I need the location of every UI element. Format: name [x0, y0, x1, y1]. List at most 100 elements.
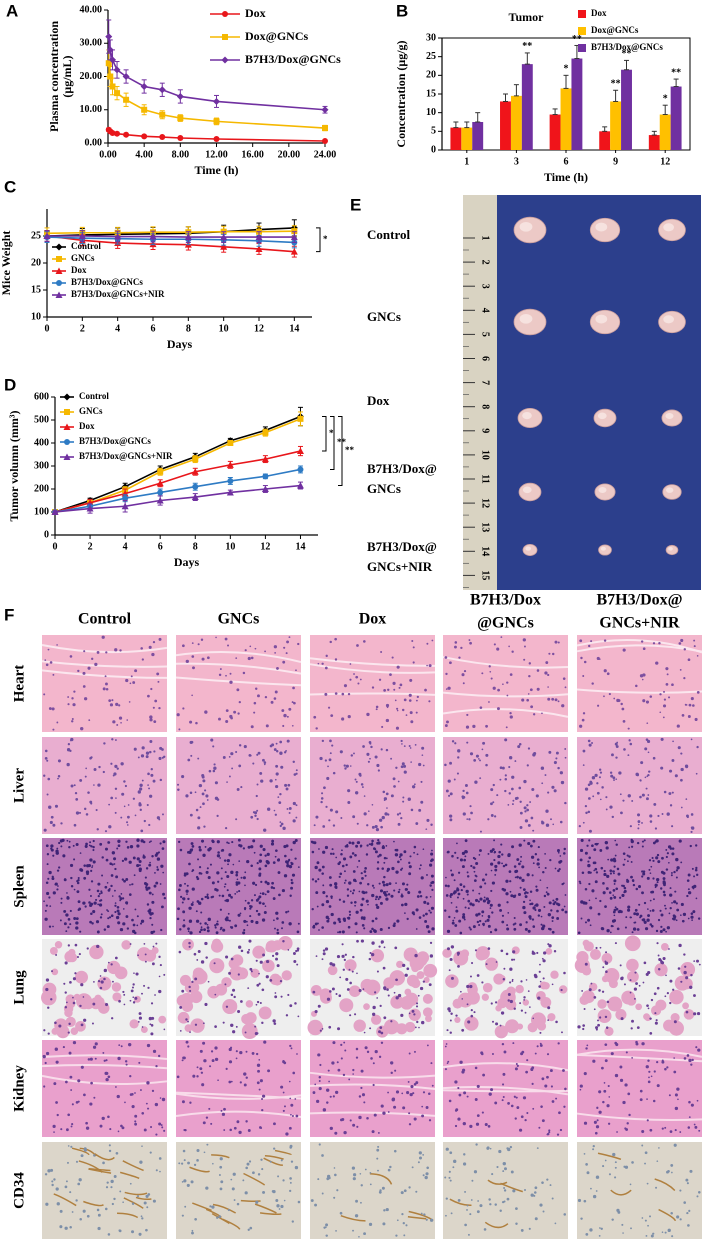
nucleus [204, 710, 208, 714]
nucleus [115, 1151, 119, 1155]
nucleus [380, 1041, 384, 1044]
nucleus [509, 981, 512, 984]
nucleus [48, 925, 52, 928]
nucleus [562, 882, 565, 885]
nucleus [461, 1028, 465, 1032]
nucleus [595, 946, 598, 950]
nucleus [682, 912, 687, 917]
nucleus [322, 1108, 327, 1112]
nucleus [644, 927, 649, 931]
nucleus [666, 1066, 669, 1069]
nucleus [415, 822, 419, 825]
nucleus [321, 662, 324, 665]
tissue-wall [353, 1019, 366, 1032]
nucleus [109, 1128, 112, 1131]
tissue-wall [182, 938, 194, 951]
nucleus [231, 841, 234, 844]
nucleus [270, 700, 274, 704]
nucleus [449, 1031, 452, 1034]
nucleus [245, 1050, 248, 1053]
nucleus [502, 864, 506, 868]
y-tick-label: 30.00 [80, 38, 103, 49]
nucleus [70, 884, 74, 888]
nucleus [456, 896, 459, 899]
nucleus [87, 791, 90, 794]
vessel-stain [263, 1157, 284, 1166]
nucleus [664, 907, 667, 910]
series-line [54, 415, 301, 513]
nucleus [661, 856, 664, 860]
nucleus [259, 844, 263, 848]
nucleus [627, 1092, 631, 1096]
nucleus [114, 902, 117, 904]
nucleus [178, 888, 181, 892]
nucleus [647, 794, 650, 796]
nucleus [564, 801, 567, 805]
nucleus [191, 869, 195, 872]
row-label: Spleen [11, 865, 27, 908]
nucleus [601, 990, 605, 993]
x-tick-label: 10 [225, 541, 235, 552]
nucleus [322, 890, 326, 895]
nucleus [614, 854, 617, 857]
nucleus [646, 1004, 649, 1007]
nucleus [105, 1186, 109, 1189]
nucleus [364, 1046, 368, 1050]
nucleus [45, 881, 49, 885]
nucleus [145, 883, 148, 887]
nucleus [484, 1122, 488, 1127]
nucleus [666, 926, 670, 930]
tissue-wall [581, 990, 595, 1004]
nucleus [229, 680, 233, 684]
nucleus [401, 893, 403, 896]
nucleus [460, 888, 463, 892]
nucleus [358, 859, 361, 863]
nucleus [198, 901, 202, 905]
nucleus [641, 1217, 644, 1219]
nucleus [466, 1003, 469, 1006]
nucleus [386, 988, 389, 991]
nucleus [471, 903, 475, 907]
nucleus [485, 963, 488, 966]
nucleus [145, 1228, 148, 1232]
nucleus [536, 1045, 539, 1048]
nucleus [139, 783, 143, 787]
nucleus [329, 962, 333, 966]
y-tick-label: 0 [44, 529, 49, 540]
nucleus [590, 1187, 592, 1190]
nucleus [697, 917, 701, 920]
nucleus [228, 971, 231, 975]
nucleus [68, 845, 71, 849]
nucleus [455, 906, 458, 909]
nucleus [429, 941, 433, 944]
tissue-wall [111, 982, 122, 992]
nucleus [177, 788, 180, 792]
nucleus [337, 1027, 341, 1031]
tissue-wall [158, 1015, 167, 1024]
nucleus [44, 757, 48, 760]
tissue-wall [41, 989, 57, 1006]
nucleus [126, 719, 129, 721]
nucleus [659, 930, 663, 934]
nucleus [541, 1181, 544, 1184]
nucleus [422, 764, 425, 767]
nucleus [122, 1201, 124, 1204]
nucleus [282, 826, 286, 831]
tissue-wall [522, 999, 530, 1006]
nucleus [645, 738, 649, 741]
nucleus [99, 986, 103, 990]
nucleus [199, 922, 202, 925]
nucleus [564, 748, 567, 750]
nucleus [80, 868, 84, 872]
nucleus [90, 845, 93, 848]
nucleus [74, 791, 78, 795]
nucleus [192, 666, 195, 670]
nucleus [362, 745, 365, 748]
nucleus [404, 888, 408, 891]
nucleus [528, 674, 531, 678]
nucleus [207, 980, 210, 983]
nucleus [503, 888, 507, 892]
nucleus [58, 841, 61, 845]
nucleus [296, 963, 299, 966]
nucleus [117, 844, 121, 848]
